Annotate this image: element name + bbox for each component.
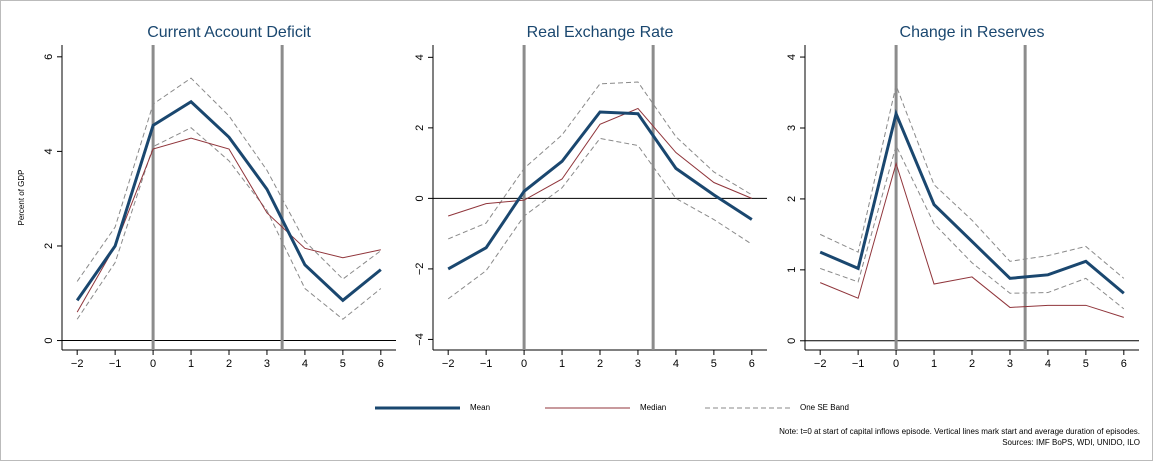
x-tick-label: 5 [340, 358, 346, 370]
x-tick-label: 6 [749, 358, 755, 370]
series-line [76, 137, 381, 313]
x-tick-label: 6 [1121, 358, 1127, 370]
x-tick-label: 5 [1083, 358, 1089, 370]
x-tick-label: −1 [852, 358, 865, 370]
x-tick-label: 4 [302, 358, 308, 370]
x-tick-label: 0 [521, 358, 527, 370]
x-tick-label: 6 [378, 358, 384, 370]
x-tick-label: 2 [226, 358, 232, 370]
y-tick-label: 0 [43, 337, 55, 343]
x-tick-label: 4 [673, 358, 679, 370]
legend-label: Median [640, 403, 666, 412]
x-tick-label: 5 [711, 358, 717, 370]
y-tick-label: 2 [786, 196, 798, 202]
x-tick-label: −2 [442, 358, 455, 370]
x-tick-label: 4 [1045, 358, 1051, 370]
y-tick-label: −2 [414, 263, 426, 276]
x-tick-label: 2 [969, 358, 975, 370]
source: Sources: IMF BoPS, WDI, UNIDO, ILO [1002, 438, 1140, 447]
y-tick-label: 4 [43, 148, 55, 154]
y-tick-label: 3 [786, 125, 798, 131]
series-line [76, 127, 382, 320]
y-tick-label: 2 [43, 243, 55, 249]
x-tick-label: 3 [1007, 358, 1013, 370]
x-tick-label: −1 [109, 358, 122, 370]
series-line [75, 99, 382, 303]
x-tick-label: 3 [264, 358, 270, 370]
series-line [447, 137, 753, 300]
series-line [448, 107, 753, 217]
series-line [819, 161, 1124, 318]
x-tick-label: −2 [71, 358, 84, 370]
y-axis-label: Percent of GDP [17, 169, 26, 225]
series-line [447, 110, 753, 271]
series-line [820, 144, 1125, 310]
note: Note: t=0 at start of capital inflows ep… [779, 427, 1140, 436]
legend-label: One SE Band [800, 403, 849, 412]
x-tick-label: 1 [559, 358, 565, 370]
y-tick-label: 0 [414, 195, 426, 201]
y-tick-label: 1 [786, 267, 798, 273]
y-tick-label: 4 [786, 54, 798, 60]
x-tick-label: 0 [150, 358, 156, 370]
x-tick-label: −2 [814, 358, 827, 370]
series-line [819, 109, 1125, 295]
series-line [447, 81, 753, 240]
x-tick-label: −1 [480, 358, 493, 370]
panel-title: Real Exchange Rate [527, 24, 674, 41]
x-tick-label: 1 [931, 358, 937, 370]
y-tick-label: −4 [414, 333, 426, 346]
series-line [819, 83, 1125, 279]
panel-title: Current Account Deficit [147, 24, 311, 41]
x-tick-label: 1 [188, 358, 194, 370]
y-tick-label: 6 [43, 54, 55, 60]
x-tick-label: 0 [893, 358, 899, 370]
y-tick-label: 0 [786, 338, 798, 344]
y-tick-label: 2 [414, 125, 426, 131]
legend-label: Mean [470, 403, 490, 412]
y-tick-label: 4 [414, 54, 426, 60]
panel-title: Change in Reserves [900, 24, 1045, 41]
x-tick-label: 2 [597, 358, 603, 370]
x-tick-label: 3 [635, 358, 641, 370]
